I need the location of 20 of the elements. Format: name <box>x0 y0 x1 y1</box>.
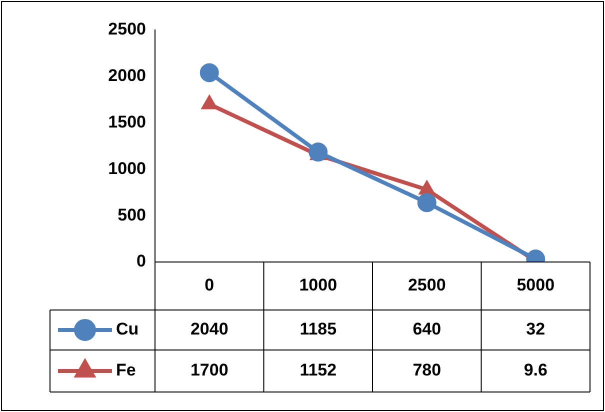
y-tick-label: 1000 <box>108 158 146 178</box>
y-tick-label: 0 <box>136 252 146 271</box>
data-label: 2040 <box>190 320 228 339</box>
data-label: 1185 <box>300 320 337 339</box>
data-label: 1152 <box>300 360 337 380</box>
x-tick-label: 0 <box>204 276 214 295</box>
legend-label: Cu <box>116 320 139 339</box>
y-tick-label: 500 <box>118 205 146 224</box>
x-tick-label: 2500 <box>408 276 446 295</box>
data-label: 780 <box>412 360 442 380</box>
data-label: 9.6 <box>524 360 548 380</box>
data-label: 1700 <box>190 360 228 380</box>
x-tick-label: 1000 <box>299 276 338 295</box>
x-tick-label: 5000 <box>516 276 555 295</box>
y-tick-label: 2500 <box>108 20 146 39</box>
legend-label: Fe <box>116 360 136 380</box>
y-tick-label: 1500 <box>108 112 146 132</box>
data-label: 32 <box>526 320 546 339</box>
data-label: 640 <box>412 320 442 339</box>
y-tick-label: 2000 <box>108 66 146 86</box>
